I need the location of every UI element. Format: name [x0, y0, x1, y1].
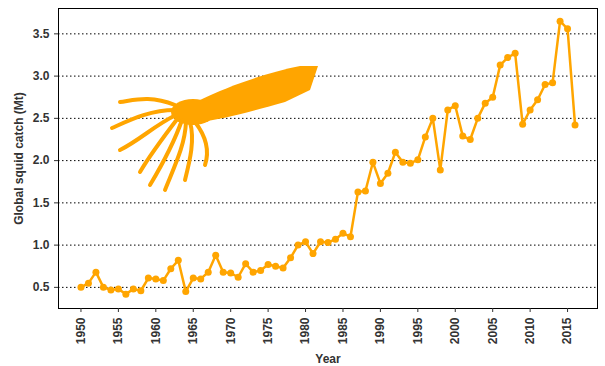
svg-text:2010: 2010: [523, 317, 537, 344]
svg-text:0.5: 0.5: [33, 280, 50, 294]
svg-text:1975: 1975: [261, 317, 275, 344]
svg-text:3.0: 3.0: [33, 69, 50, 83]
svg-text:1950: 1950: [74, 317, 88, 344]
svg-text:1990: 1990: [373, 317, 387, 344]
svg-text:1.0: 1.0: [33, 238, 50, 252]
svg-text:2000: 2000: [448, 317, 462, 344]
svg-text:1965: 1965: [186, 317, 200, 344]
svg-text:2.5: 2.5: [33, 111, 50, 125]
svg-text:1955: 1955: [111, 317, 125, 344]
svg-text:1.5: 1.5: [33, 196, 50, 210]
svg-text:2005: 2005: [486, 317, 500, 344]
svg-text:1980: 1980: [298, 317, 312, 344]
svg-text:Global squid catch (Mt): Global squid catch (Mt): [12, 92, 26, 225]
svg-text:3.5: 3.5: [33, 27, 50, 41]
svg-text:2015: 2015: [560, 317, 574, 344]
svg-text:1960: 1960: [149, 317, 163, 344]
svg-text:Year: Year: [315, 352, 341, 366]
svg-text:1985: 1985: [336, 317, 350, 344]
svg-text:1995: 1995: [411, 317, 425, 344]
svg-text:2.0: 2.0: [33, 153, 50, 167]
svg-text:1970: 1970: [224, 317, 238, 344]
